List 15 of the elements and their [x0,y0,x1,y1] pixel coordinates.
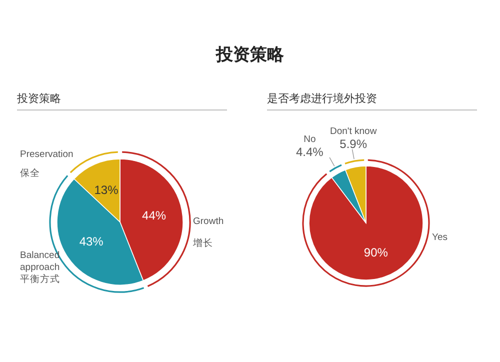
data-label: 44% [142,208,166,223]
pie-slice [308,166,424,280]
slice-label: Preservation 保全 [20,148,74,181]
slice-label: Balanced approach 平衡方式 [20,250,60,286]
chart-title: 投资策略 [17,92,61,106]
slice-label: Yes [432,232,448,244]
text: 投资策略 [214,44,285,66]
data-label: 4.4% [296,145,324,159]
data-label: 90% [364,246,388,260]
data-label: 43% [79,234,104,248]
slice-label: Growth 增长 [193,215,224,251]
chart-title: 是否考虑进行境外投资 [267,92,377,106]
pie-slice [331,169,366,224]
data-label: 5.9% [340,137,368,151]
data-label: 13% [94,183,119,198]
